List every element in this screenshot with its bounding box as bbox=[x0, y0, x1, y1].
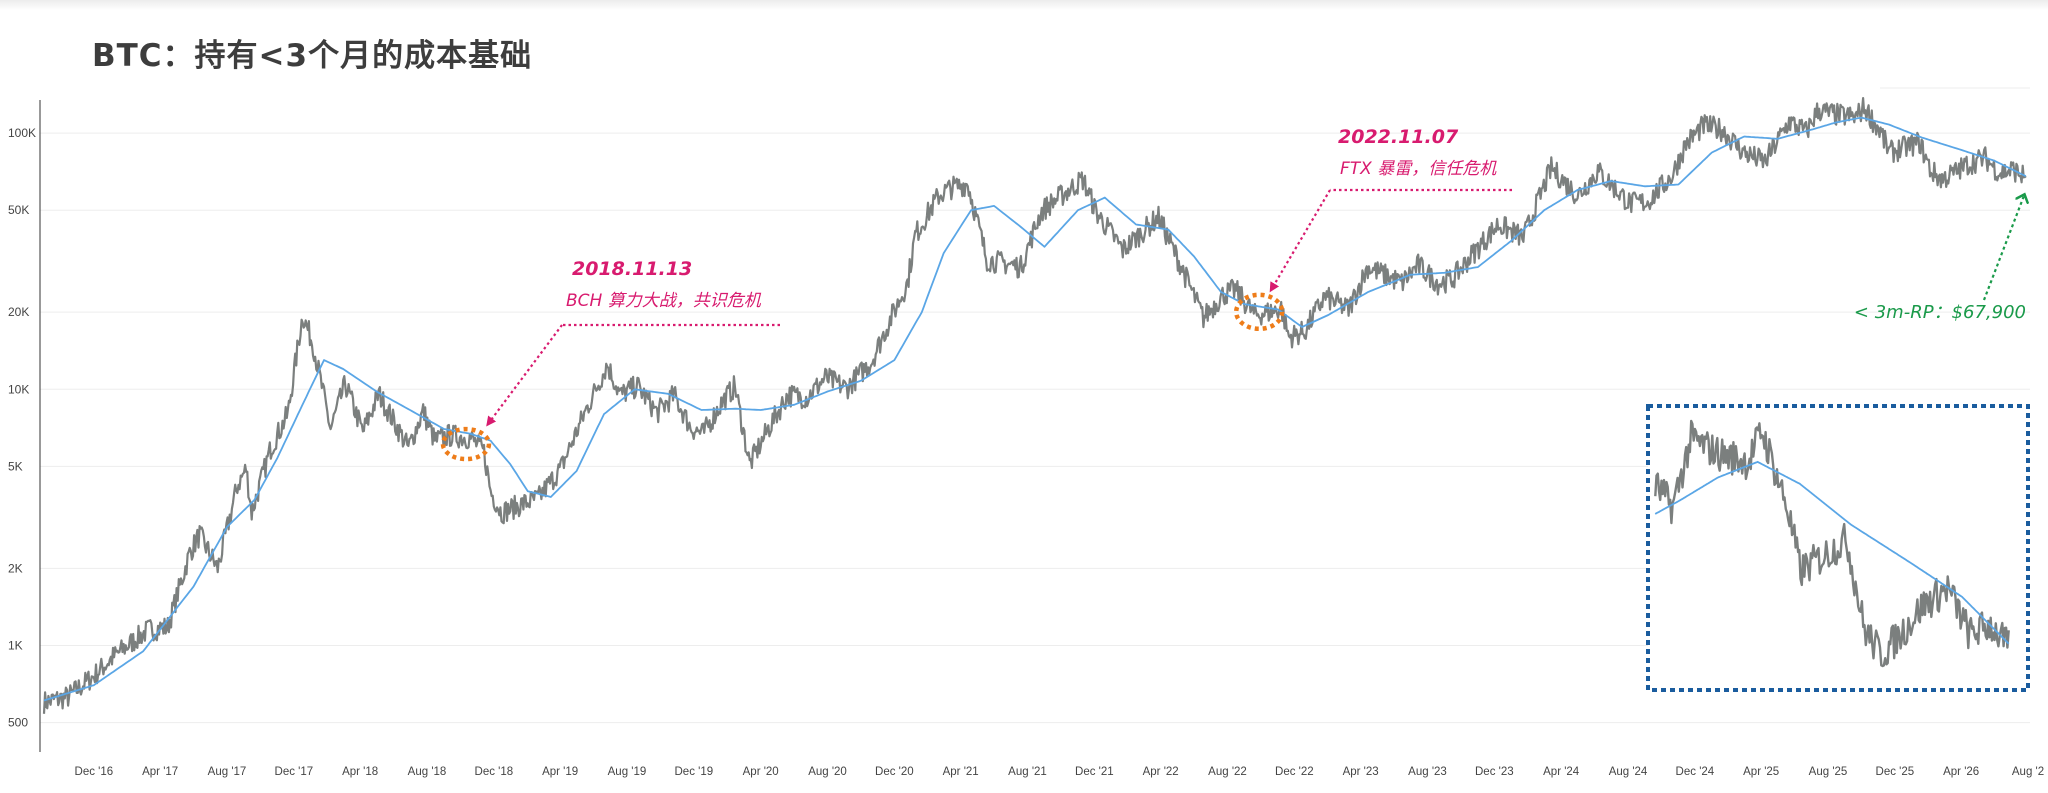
x-tick-label: Apr '24 bbox=[1543, 766, 1580, 778]
x-tick-label: Dec '17 bbox=[275, 766, 314, 778]
x-tick-label: Apr '25 bbox=[1743, 766, 1779, 778]
x-tick-label: Aug '2 bbox=[2012, 766, 2044, 778]
x-tick-label: Aug '24 bbox=[1609, 766, 1648, 778]
y-tick-10K: 10K bbox=[8, 382, 29, 396]
y-tick-100K: 100K bbox=[8, 126, 36, 140]
annotations: 2018.11.13 BCH 算力大战，共识危机 2022.11.07 FTX 暴雷，… bbox=[440, 126, 2026, 558]
x-tick-label: Aug '21 bbox=[1008, 766, 1047, 778]
x-tick-label: Apr '18 bbox=[342, 766, 378, 778]
x-tick-label: Apr '26 bbox=[1943, 766, 1979, 778]
highlight-circle-2022 bbox=[1233, 292, 1285, 332]
x-tick-label: Aug '18 bbox=[408, 766, 447, 778]
y-tick-50K: 50K bbox=[8, 203, 29, 217]
x-tick-label: Dec '24 bbox=[1676, 766, 1715, 778]
x-tick-label: Apr '17 bbox=[142, 766, 178, 778]
inset-border bbox=[1646, 404, 2030, 692]
y-tick-5K: 5K bbox=[8, 459, 23, 473]
x-tick-labels: Dec '16 Apr '17 Aug '17 Dec '17 Apr '18 Aug '… bbox=[75, 766, 2045, 778]
annotation-date-2022: 2022.11.07 bbox=[1338, 126, 1459, 148]
cost-basis-line bbox=[43, 116, 2027, 702]
x-tick-label: Dec '25 bbox=[1876, 766, 1915, 778]
x-tick-label: Aug '20 bbox=[808, 766, 847, 778]
x-tick-label: Aug '19 bbox=[608, 766, 647, 778]
x-tick-label: Dec '20 bbox=[875, 766, 914, 778]
x-tick-label: Dec '22 bbox=[1275, 766, 1314, 778]
window-top-bar bbox=[0, 0, 2048, 10]
annotation-date-2018: 2018.11.13 bbox=[572, 258, 692, 280]
price-line bbox=[42, 97, 2027, 714]
annotation-text-2018: BCH 算力大战，共识危机 bbox=[566, 291, 762, 311]
x-tick-label: Aug '17 bbox=[208, 766, 247, 778]
x-tick-label: Apr '21 bbox=[943, 766, 979, 778]
x-tick-label: Aug '22 bbox=[1208, 766, 1247, 778]
x-tick-label: Dec '23 bbox=[1475, 766, 1514, 778]
x-tick-label: Apr '23 bbox=[1343, 766, 1379, 778]
x-tick-label: Aug '23 bbox=[1408, 766, 1447, 778]
x-tick-label: Dec '21 bbox=[1075, 766, 1114, 778]
y-tick-2K: 2K bbox=[8, 561, 23, 575]
x-tick-label: Aug '25 bbox=[1809, 766, 1848, 778]
x-tick-label: Apr '19 bbox=[542, 766, 578, 778]
x-tick-label: Apr '20 bbox=[743, 766, 779, 778]
annotation-arrow-2022 bbox=[1269, 189, 1331, 293]
zoom-inset bbox=[1646, 404, 2030, 692]
y-tick-1K: 1K bbox=[8, 638, 23, 652]
x-tick-label: Dec '19 bbox=[675, 766, 714, 778]
x-tick-label: Apr '22 bbox=[1143, 766, 1179, 778]
x-tick-label: Dec '18 bbox=[475, 766, 514, 778]
annotation-text-2022: FTX 暴雷，信任危机 bbox=[1340, 159, 1497, 179]
current-rp-label: < 3m-RP：$67,900 bbox=[1854, 302, 2026, 323]
current-rp-arrow bbox=[1982, 196, 2024, 301]
y-tick-labels: 500 1K 2K 5K 10K 20K 50K 100K bbox=[8, 126, 36, 729]
y-tick-500: 500 bbox=[8, 716, 28, 730]
x-tick-label: Dec '16 bbox=[75, 766, 114, 778]
inset-cost-basis-line bbox=[1654, 460, 2010, 645]
highlight-circle-2018 bbox=[440, 426, 492, 462]
annotation-arrow-2018 bbox=[486, 324, 563, 427]
page-title: BTC：持有<3个月的成本基础 bbox=[92, 38, 533, 74]
y-tick-20K: 20K bbox=[8, 305, 29, 319]
